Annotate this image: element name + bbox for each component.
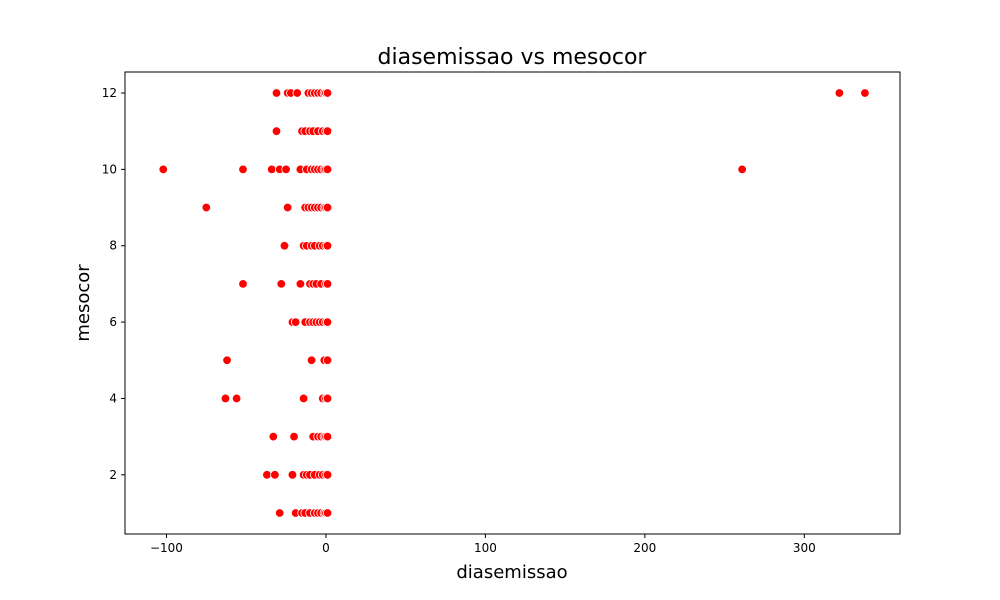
data-point [289, 431, 299, 442]
data-point [322, 508, 333, 518]
data-point [274, 508, 285, 518]
data-point [271, 88, 282, 98]
x-axis-ticks: −100 0 100 200 300 [150, 534, 816, 555]
data-point [292, 88, 302, 98]
x-tick-label: 0 [322, 541, 330, 555]
plot-frame [124, 71, 901, 535]
data-point [290, 317, 301, 327]
y-tick-label: 10 [102, 162, 117, 176]
x-tick-label: −100 [150, 541, 183, 555]
data-point [262, 470, 272, 480]
data-point [322, 126, 333, 136]
data-point [231, 393, 242, 404]
x-tick-label: 100 [474, 541, 497, 555]
data-point [281, 164, 291, 175]
data-point [282, 202, 293, 213]
data-point [268, 431, 279, 442]
data-point [222, 355, 232, 365]
data-point [322, 355, 333, 365]
data-point [158, 164, 168, 175]
x-tick-label: 200 [633, 541, 656, 555]
data-point [322, 202, 333, 213]
data-point [279, 241, 290, 251]
data-point [860, 88, 870, 98]
data-point [271, 126, 282, 136]
data-point [220, 393, 231, 404]
x-tick-label: 300 [793, 541, 816, 555]
y-tick-label: 4 [109, 391, 117, 405]
data-point [322, 317, 333, 327]
data-point [201, 202, 212, 213]
data-point [322, 470, 333, 480]
y-axis-ticks: 2 4 6 8 10 12 [102, 86, 125, 482]
data-point [322, 164, 333, 175]
data-point [298, 393, 309, 404]
data-points [158, 88, 870, 518]
y-axis-label: mesocor [73, 264, 94, 342]
y-tick-label: 12 [102, 86, 117, 100]
data-point [276, 279, 286, 289]
data-point [322, 431, 333, 442]
data-point [238, 164, 248, 175]
data-point [322, 88, 333, 98]
data-point [238, 279, 248, 289]
data-point [287, 470, 298, 480]
y-tick-label: 8 [109, 239, 117, 253]
y-tick-label: 2 [109, 468, 117, 482]
x-axis-label: diasemissao [456, 562, 567, 583]
data-point [322, 279, 333, 289]
data-point [295, 279, 306, 289]
data-point [834, 88, 845, 98]
data-point [322, 393, 333, 404]
data-point [270, 470, 280, 480]
y-tick-label: 6 [109, 315, 117, 329]
data-point [322, 241, 333, 251]
data-point [306, 355, 317, 365]
data-point [737, 164, 747, 175]
chart-title: diasemissao vs mesocor [378, 45, 648, 70]
data-point [267, 164, 277, 175]
